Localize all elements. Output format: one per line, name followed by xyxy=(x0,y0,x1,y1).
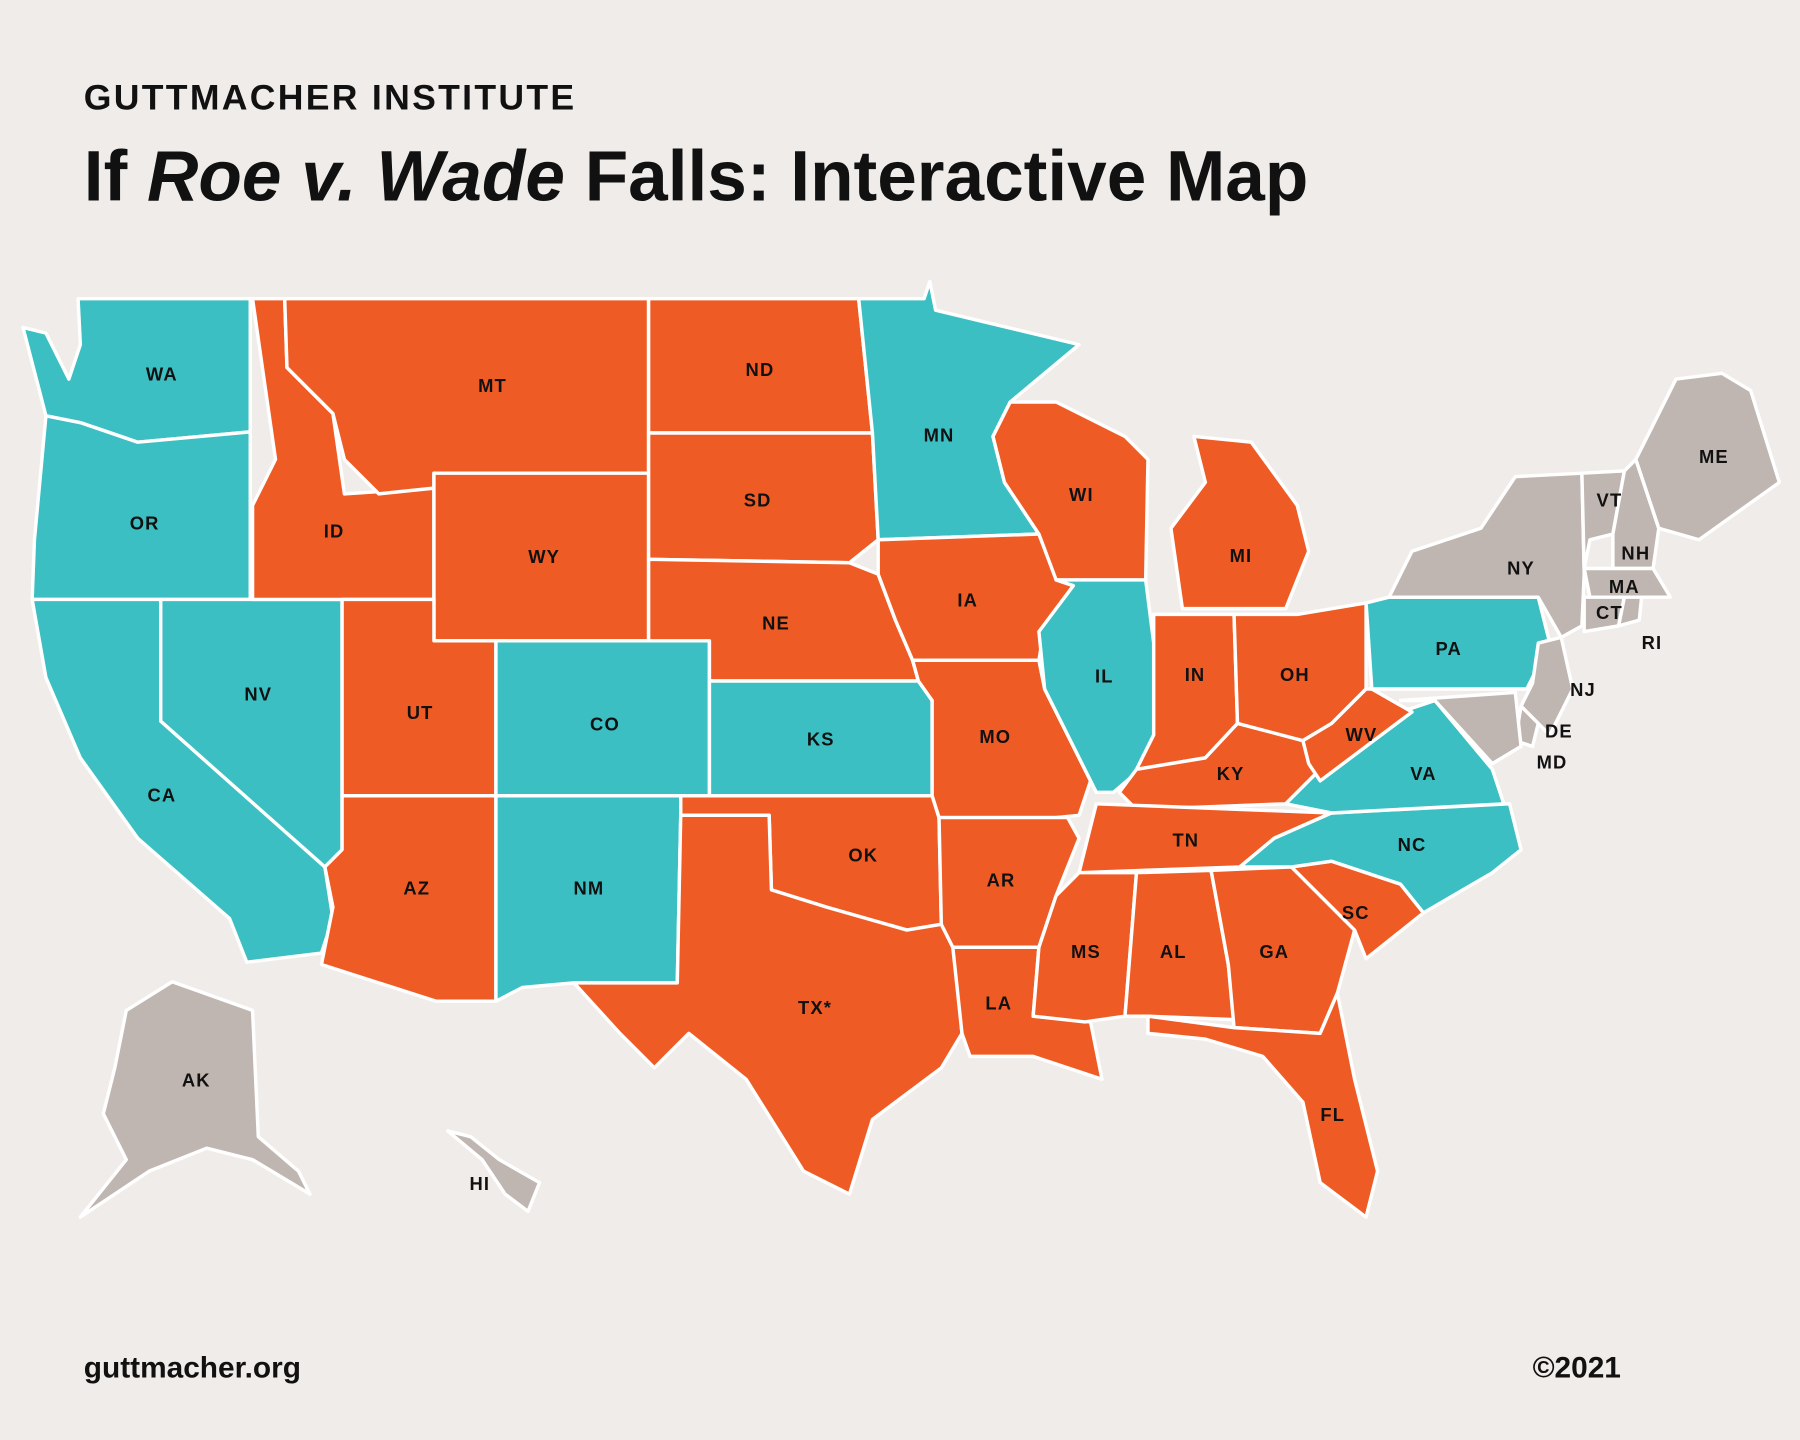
state-shape[interactable] xyxy=(1301,687,1414,783)
state-shape[interactable] xyxy=(30,414,252,602)
state-label: MT xyxy=(478,375,507,396)
state-label: MD xyxy=(1537,751,1568,772)
state-label: NV xyxy=(244,684,272,705)
state-label: AL xyxy=(1160,941,1187,962)
state-label: OR xyxy=(130,513,160,534)
footer-url: guttmacher.org xyxy=(84,1352,301,1385)
state-label: RI xyxy=(1642,632,1663,653)
state-label: CO xyxy=(590,714,620,735)
state-label: NY xyxy=(1507,557,1535,578)
state-label: NE xyxy=(762,613,790,634)
state-labels: WA OR CA NV ID MT WY UT AZ CO NM ND SD NE KS OK TX* MN IA M… xyxy=(130,359,1729,1194)
org-name: GUTTMACHER INSTITUTE xyxy=(84,78,577,118)
state-label: FL xyxy=(1320,1104,1345,1125)
state-label: ID xyxy=(324,521,345,542)
state-label: AZ xyxy=(403,878,430,899)
state-label: WI xyxy=(1069,484,1094,505)
state-shape[interactable] xyxy=(1398,690,1523,766)
state-label: WY xyxy=(528,546,560,567)
state-label: WA xyxy=(146,363,178,384)
state-label: PA xyxy=(1436,638,1462,659)
title-part: If xyxy=(84,137,147,216)
states xyxy=(21,279,1782,1219)
state-label: MN xyxy=(924,424,955,445)
state-label: UT xyxy=(407,702,434,723)
state-shape[interactable] xyxy=(445,1129,542,1214)
state-label: TN xyxy=(1172,830,1199,851)
state-label: MI xyxy=(1230,545,1253,566)
state-label: NC xyxy=(1398,834,1427,855)
state-label: GA xyxy=(1259,941,1289,962)
state-label: SD xyxy=(744,490,772,511)
state-shape[interactable] xyxy=(1037,578,1156,795)
state-label: NM xyxy=(573,878,604,899)
state-shape[interactable] xyxy=(1634,371,1782,542)
state-label: DE xyxy=(1545,720,1573,741)
state-shape[interactable] xyxy=(1238,802,1523,915)
title: If Roe v. Wade Falls: Interactive Map xyxy=(84,137,1309,216)
state-shape[interactable] xyxy=(1580,469,1627,571)
state-shape[interactable] xyxy=(646,431,880,565)
state-shape[interactable] xyxy=(1146,991,1380,1219)
state-shape[interactable] xyxy=(1616,595,1644,628)
state-label: CT xyxy=(1596,602,1623,623)
state-shape[interactable] xyxy=(78,980,312,1219)
state-label: VT xyxy=(1597,490,1623,511)
state-label: NJ xyxy=(1570,679,1596,700)
state-label: LA xyxy=(985,993,1012,1014)
state-label: IA xyxy=(957,590,978,611)
title-part: Roe v. Wade xyxy=(147,137,565,216)
state-label: AK xyxy=(182,1069,211,1090)
state-shape[interactable] xyxy=(1169,434,1311,611)
state-shape[interactable] xyxy=(1582,566,1673,599)
state-label: TX* xyxy=(798,997,832,1018)
state-label: ME xyxy=(1699,446,1729,467)
state-label: KS xyxy=(807,729,835,750)
state-label: OK xyxy=(848,844,878,865)
state-shape[interactable] xyxy=(1519,635,1575,737)
title-part: Falls: Interactive Map xyxy=(565,137,1308,216)
state-label: IN xyxy=(1185,664,1206,685)
state-label: CA xyxy=(147,785,176,806)
state-label: KY xyxy=(1217,763,1245,784)
state-label: SC xyxy=(1342,902,1370,923)
state-label: WV xyxy=(1346,724,1378,745)
state-label: VA xyxy=(1410,763,1436,784)
state-label: AR xyxy=(987,870,1016,891)
state-label: HI xyxy=(470,1173,491,1194)
copyright: ©2021 xyxy=(1533,1352,1621,1385)
state-label: MO xyxy=(979,726,1011,747)
state-label: NH xyxy=(1621,543,1650,564)
state-label: OH xyxy=(1280,664,1310,685)
state-shape[interactable] xyxy=(572,813,964,1196)
state-label: MA xyxy=(1609,576,1640,597)
state-label: IL xyxy=(1095,665,1114,686)
state-label: ND xyxy=(746,359,775,380)
state-label: MS xyxy=(1071,941,1101,962)
